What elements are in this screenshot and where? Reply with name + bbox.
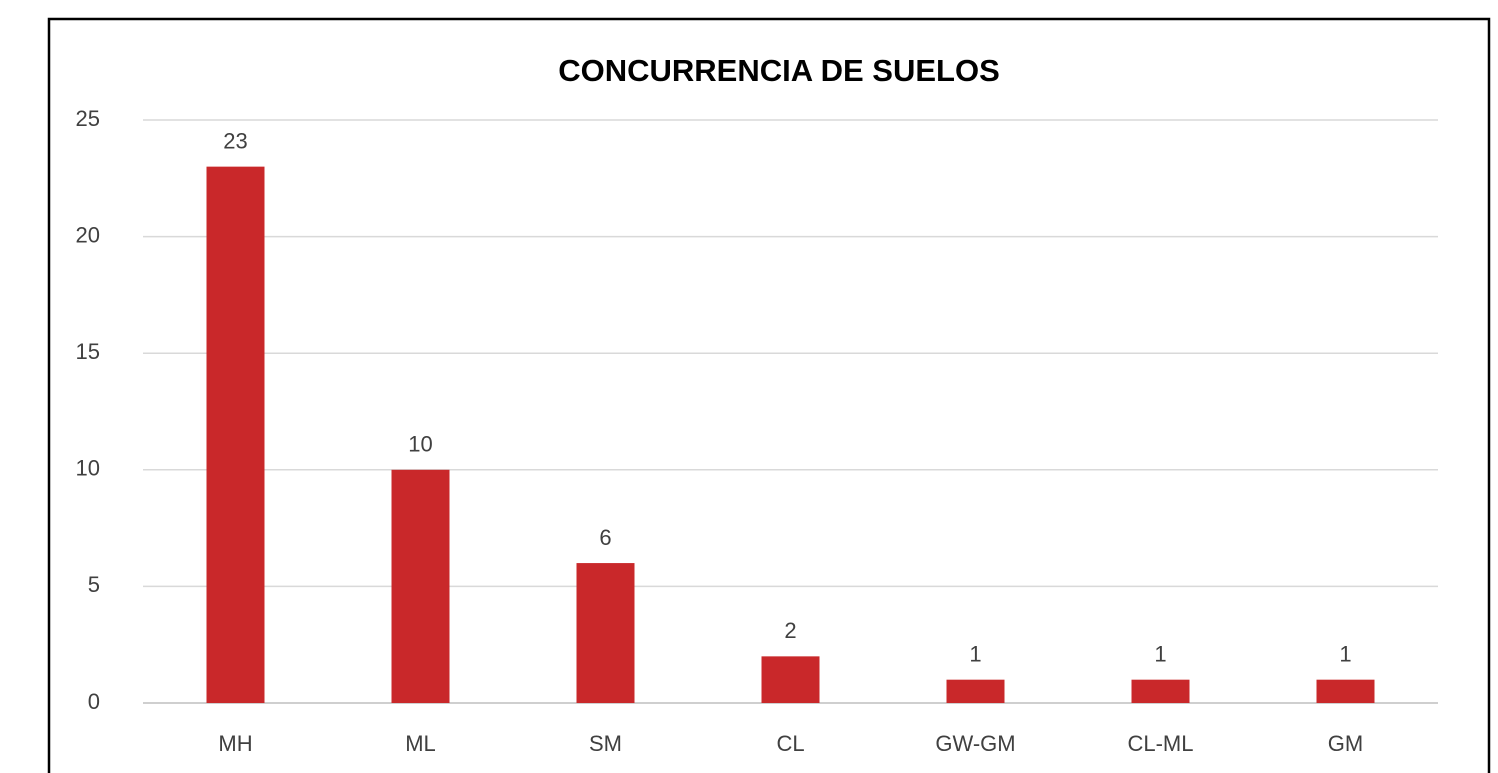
bar <box>946 679 1005 703</box>
bar <box>391 469 450 703</box>
data-label: 6 <box>599 525 611 550</box>
data-label: 1 <box>1339 641 1351 666</box>
chart-title: CONCURRENCIA DE SUELOS <box>558 53 1000 88</box>
bar <box>1316 679 1375 703</box>
bar <box>761 656 820 703</box>
y-tick-label: 15 <box>76 339 100 364</box>
data-label: 23 <box>223 128 247 153</box>
y-tick-label: 0 <box>88 689 100 714</box>
bar <box>576 563 635 703</box>
y-tick-label: 5 <box>88 572 100 597</box>
chart-border <box>47 17 1491 773</box>
y-tick-label: 20 <box>76 222 100 247</box>
data-label: 2 <box>784 618 796 643</box>
data-label: 1 <box>969 641 981 666</box>
x-tick-label: ML <box>405 731 436 756</box>
x-tick-label: GW-GM <box>935 731 1015 756</box>
bar <box>1131 679 1190 703</box>
x-tick-label: CL-ML <box>1127 731 1193 756</box>
x-tick-label: GM <box>1328 731 1363 756</box>
y-tick-label: 25 <box>76 106 100 131</box>
bar <box>206 166 265 703</box>
data-label: 10 <box>408 432 432 457</box>
data-label: 1 <box>1154 641 1166 666</box>
x-tick-label: SM <box>589 731 622 756</box>
x-tick-label: MH <box>218 731 252 756</box>
x-tick-label: CL <box>776 731 804 756</box>
y-tick-label: 10 <box>76 456 100 481</box>
